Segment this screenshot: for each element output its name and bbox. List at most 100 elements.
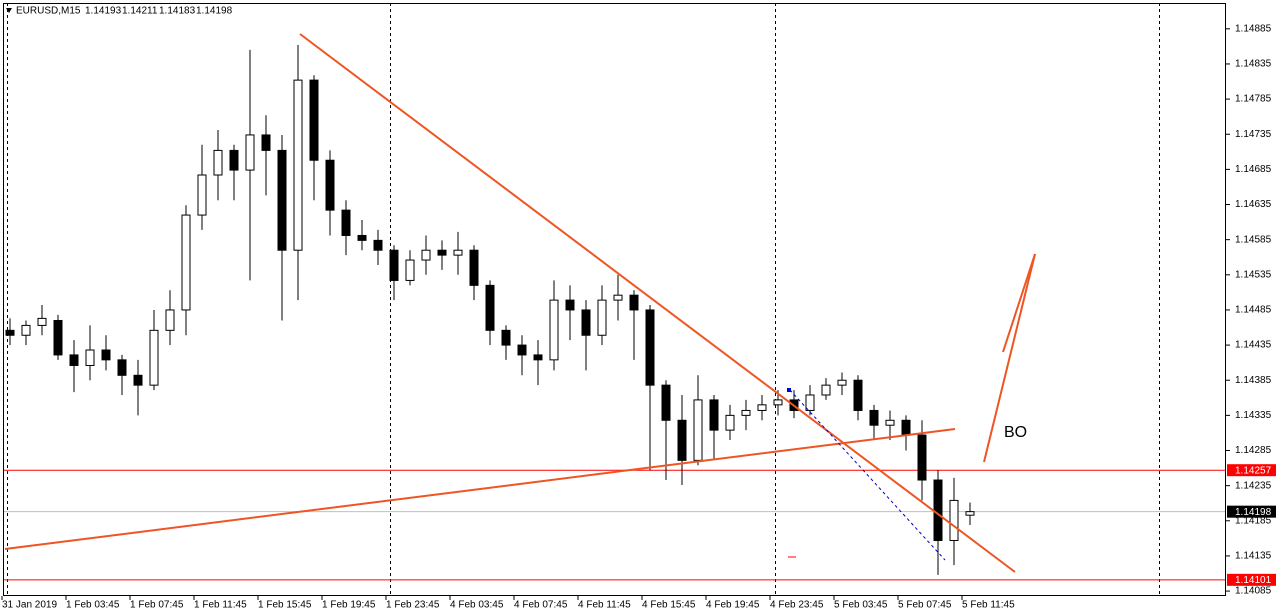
candle-body xyxy=(661,384,671,421)
y-tick-label: 1.14535 xyxy=(1235,269,1272,280)
candle-body xyxy=(437,249,447,256)
x-tick-label: 4 Feb 19:45 xyxy=(706,600,760,611)
candle-body xyxy=(613,294,623,301)
candle-body xyxy=(501,329,511,346)
header-price: 1.14183 xyxy=(159,6,196,17)
y-tick-label: 1.14435 xyxy=(1235,340,1272,351)
candle-body xyxy=(357,234,367,241)
candle-body xyxy=(341,209,351,236)
trend-line xyxy=(983,253,1036,463)
candle-body xyxy=(229,149,239,171)
candle-body xyxy=(181,214,191,311)
candle-body xyxy=(149,329,159,386)
x-tick-label: 1 Feb 03:45 xyxy=(66,600,120,611)
candle-body xyxy=(373,239,383,251)
candle-body xyxy=(309,79,319,161)
y-tick-label: 1.14735 xyxy=(1235,129,1272,140)
trend-line xyxy=(299,33,1016,573)
y-tick-label: 1.14135 xyxy=(1235,551,1272,562)
y-tick-label: 1.14885 xyxy=(1235,23,1272,34)
price-label: 1.14257 xyxy=(1235,465,1272,476)
candle-body xyxy=(773,399,783,406)
price-area xyxy=(3,44,1226,581)
x-tick-label: 4 Feb 11:45 xyxy=(578,600,631,611)
candle-body xyxy=(565,299,575,311)
candle-body xyxy=(965,511,975,516)
candle-body xyxy=(325,159,335,211)
candle-body xyxy=(821,384,831,396)
candle-body xyxy=(901,419,911,436)
candle-body xyxy=(869,409,879,426)
y-tick-label: 1.14235 xyxy=(1235,480,1272,491)
x-tick-label: 4 Feb 23:45 xyxy=(770,600,824,611)
menu-arrow[interactable] xyxy=(6,8,12,13)
chart-title: EURUSD,M15 xyxy=(16,6,81,17)
candle-body xyxy=(629,294,639,311)
dashed-line xyxy=(789,389,946,561)
y-tick-label: 1.14385 xyxy=(1235,375,1272,386)
price-label-box xyxy=(1227,505,1276,518)
candle-body xyxy=(165,309,175,331)
candle-body xyxy=(725,414,735,431)
candle-body xyxy=(677,419,687,461)
y-tick-label: 1.14335 xyxy=(1235,410,1272,421)
header-price: 1.14198 xyxy=(196,6,233,17)
x-tick-label: 4 Feb 07:45 xyxy=(514,600,568,611)
price-label-box xyxy=(1227,464,1276,477)
price-label-box xyxy=(1227,573,1276,586)
x-tick-label: 1 Feb 15:45 xyxy=(258,600,312,611)
candle-body xyxy=(261,134,271,151)
candle-body xyxy=(533,354,543,361)
candle-body xyxy=(645,309,655,386)
candle-body xyxy=(21,324,31,336)
candle-body xyxy=(421,249,431,261)
candle-body xyxy=(581,309,591,336)
candle-body xyxy=(405,259,415,281)
y-tick-label: 1.14635 xyxy=(1235,199,1272,210)
candle-body xyxy=(133,374,143,386)
y-tick-label: 1.14485 xyxy=(1235,305,1272,316)
candle-body xyxy=(213,149,223,176)
candle-body xyxy=(485,284,495,331)
y-tick-label: 1.14685 xyxy=(1235,164,1272,175)
y-tick-label: 1.14835 xyxy=(1235,59,1272,70)
annotation: BO xyxy=(1004,424,1027,441)
candle-body xyxy=(85,349,95,366)
y-tick-label: 1.14185 xyxy=(1235,515,1272,526)
x-tick-label: 4 Feb 15:45 xyxy=(642,600,696,611)
candle-body xyxy=(53,319,63,356)
candle-body xyxy=(885,419,895,426)
trend-line xyxy=(4,428,956,550)
candle-body xyxy=(277,149,287,251)
candle-body xyxy=(245,134,255,171)
candle-body xyxy=(949,499,959,541)
candle-body xyxy=(117,359,127,376)
x-tick-label: 1 Feb 11:45 xyxy=(194,600,247,611)
y-tick-label: 1.14585 xyxy=(1235,234,1272,245)
plot-border xyxy=(3,3,1226,596)
candle-body xyxy=(69,354,79,366)
candle-body xyxy=(757,404,767,411)
candle-body xyxy=(709,399,719,431)
candle-body xyxy=(549,299,559,361)
candle-body xyxy=(293,79,303,251)
x-tick-label: 5 Feb 03:45 xyxy=(834,600,888,611)
candle-body xyxy=(197,174,207,216)
candle-body xyxy=(741,409,751,416)
candle-body xyxy=(693,399,703,461)
candle-body xyxy=(5,329,15,336)
x-tick-label: 5 Feb 11:45 xyxy=(962,600,1015,611)
trend-line xyxy=(1002,253,1036,353)
header-price: 1.14193 xyxy=(85,6,122,17)
candle-body xyxy=(805,394,815,411)
y-tick-label: 1.14085 xyxy=(1235,586,1272,597)
x-tick-label: 1 Feb 23:45 xyxy=(386,600,440,611)
candle-body xyxy=(101,349,111,361)
candle-body xyxy=(517,344,527,356)
candle-body xyxy=(917,434,927,481)
candle-body xyxy=(933,479,943,541)
point-marker xyxy=(787,388,791,392)
x-tick-label: 4 Feb 03:45 xyxy=(450,600,504,611)
x-tick-label: 1 Feb 19:45 xyxy=(322,600,376,611)
